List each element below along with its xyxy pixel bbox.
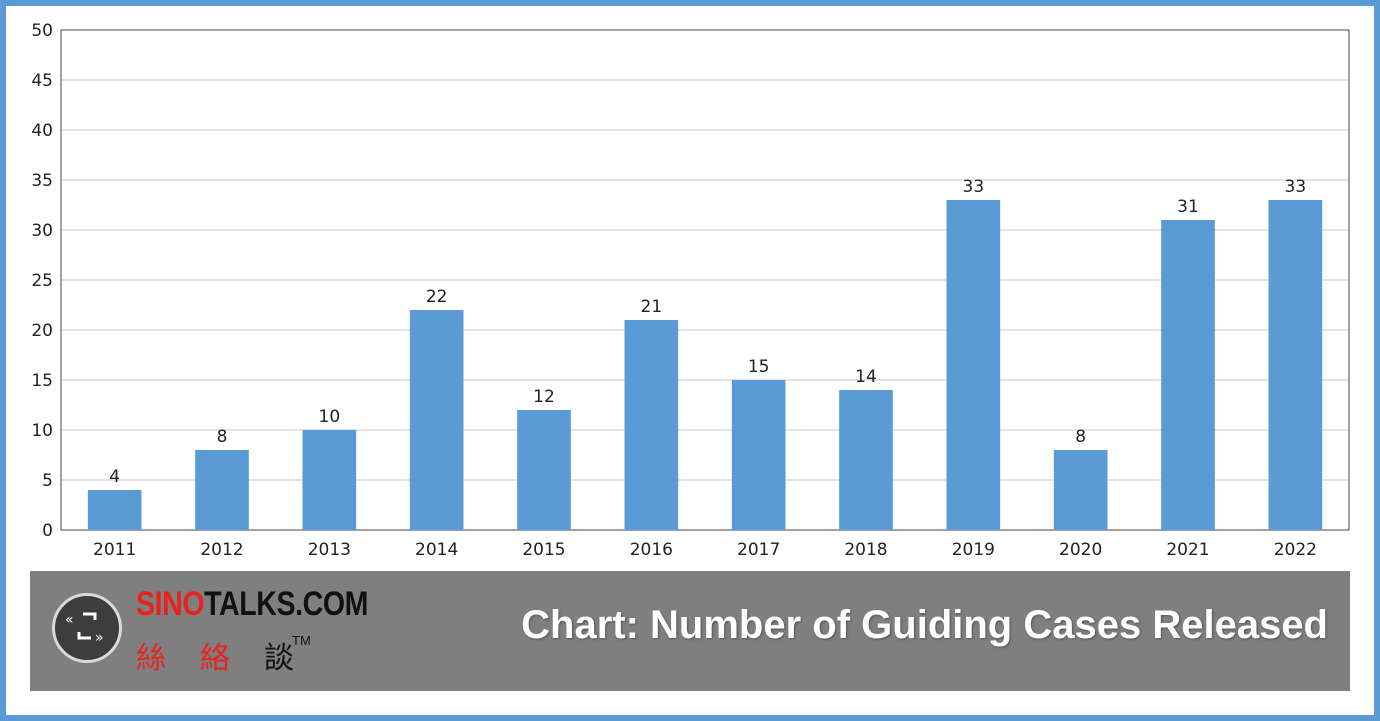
- logo-icon: « »: [52, 593, 122, 663]
- brand-cjk-char-2: 絡: [200, 641, 230, 676]
- svg-text:»: »: [95, 630, 104, 646]
- bar: [195, 450, 249, 530]
- x-tick-label: 2019: [952, 540, 995, 560]
- brand-cjk-char-1: 絲: [136, 641, 166, 676]
- brand-logo-text: SINOTALKS.COM: [136, 585, 368, 624]
- brand-cjk-char-3: 談: [264, 641, 294, 676]
- x-tick-label: 2012: [200, 540, 243, 560]
- y-tick-label: 0: [42, 521, 53, 541]
- data-label: 12: [533, 387, 555, 407]
- bar: [731, 380, 786, 530]
- y-tick-label: 15: [31, 371, 53, 391]
- x-tick-label: 2016: [630, 540, 673, 560]
- bar: [1161, 220, 1215, 530]
- data-label: 22: [426, 287, 448, 307]
- y-tick-label: 20: [31, 321, 53, 341]
- data-label: 33: [963, 177, 985, 197]
- bar: [839, 390, 893, 530]
- trademark-symbol: TM: [292, 633, 311, 648]
- bar: [409, 310, 464, 530]
- quote-bracket-icon: « »: [65, 612, 104, 646]
- data-label: 4: [109, 467, 120, 487]
- y-tick-label: 50: [31, 21, 53, 41]
- x-tick-label: 2011: [93, 540, 136, 560]
- x-tick-label: 2021: [1166, 540, 1209, 560]
- bar-chart: 0 5 10 15 20 25 30 35 40 45 50 4 2011 8 2012 10 2013 22 20…: [31, 21, 1350, 560]
- data-label: 33: [1285, 177, 1307, 197]
- data-label: 21: [641, 297, 663, 317]
- x-tick-label: 2018: [844, 540, 887, 560]
- bar: [1053, 450, 1108, 530]
- data-label: 31: [1177, 197, 1199, 217]
- svg-text:«: «: [65, 612, 74, 628]
- data-label: 8: [1075, 427, 1086, 447]
- data-label: 10: [319, 407, 341, 427]
- y-tick-label: 35: [31, 171, 53, 191]
- y-tick-label: 45: [31, 71, 53, 91]
- x-tick-label: 2013: [308, 540, 351, 560]
- brand-cjk-logo: 絲絡談: [136, 633, 304, 677]
- footer-banner: « » SINOTALKS.COM 絲絡談 TM Chart: Number o…: [30, 571, 1350, 691]
- bar: [517, 410, 571, 530]
- data-label: 8: [217, 427, 228, 447]
- chart-title: Chart: Number of Guiding Cases Released: [521, 603, 1328, 647]
- bar: [302, 430, 357, 530]
- x-tick-label: 2014: [415, 540, 458, 560]
- y-tick-label: 30: [31, 221, 53, 241]
- y-tick-label: 40: [31, 121, 53, 141]
- bar: [946, 200, 1001, 530]
- y-tick-label: 5: [42, 471, 53, 491]
- plot-area: [60, 29, 1350, 531]
- y-tick-label: 25: [31, 271, 53, 291]
- x-tick-label: 2017: [737, 540, 780, 560]
- brand-name-part1: SINO: [136, 585, 205, 623]
- brand-name-part2: TALKS.COM: [204, 585, 369, 623]
- x-tick-label: 2022: [1274, 540, 1317, 560]
- data-label: 14: [855, 367, 877, 387]
- x-tick-label: 2020: [1059, 540, 1102, 560]
- y-tick-label: 10: [31, 421, 53, 441]
- x-tick-label: 2015: [522, 540, 565, 560]
- bar: [1268, 200, 1323, 530]
- bar: [87, 490, 142, 530]
- bar: [624, 320, 679, 530]
- data-label: 15: [748, 357, 770, 377]
